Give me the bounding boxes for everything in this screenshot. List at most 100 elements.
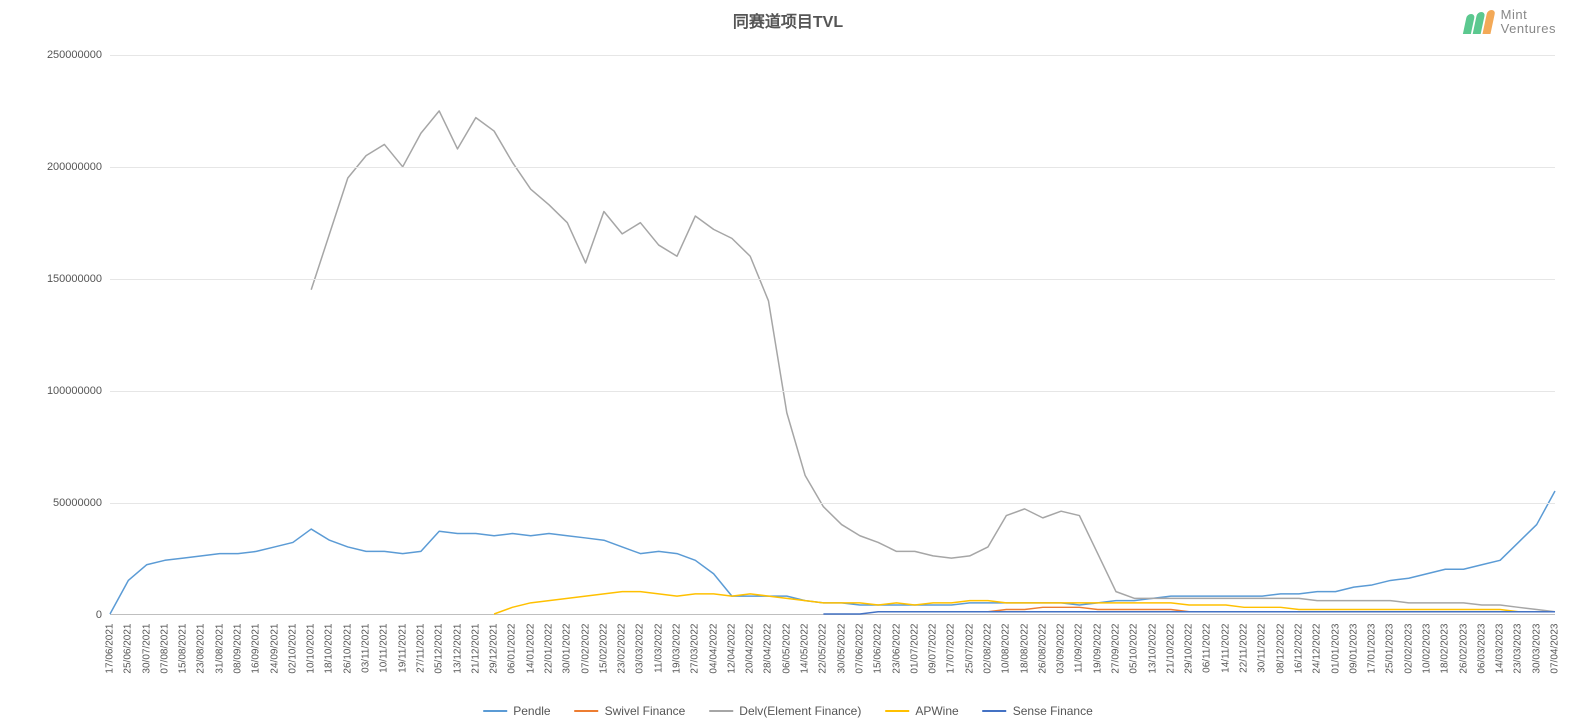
x-axis-label: 30/05/2022 — [836, 624, 847, 674]
x-axis-label: 24/12/2022 — [1312, 624, 1323, 674]
x-axis-label: 03/03/2022 — [635, 624, 646, 674]
y-axis-label: 250000000 — [47, 49, 102, 61]
legend-swatch — [983, 710, 1007, 713]
x-axis-label: 23/08/2021 — [196, 624, 207, 674]
gridline — [110, 279, 1555, 280]
x-axis-label: 18/10/2021 — [324, 624, 335, 674]
legend-item: Pendle — [483, 704, 550, 718]
x-axis-label: 20/04/2022 — [745, 624, 756, 674]
x-axis-label: 31/08/2021 — [214, 624, 225, 674]
legend-label: Swivel Finance — [605, 704, 686, 718]
x-axis-label: 10/08/2022 — [1001, 624, 1012, 674]
x-axis-label: 06/11/2022 — [1202, 624, 1213, 673]
x-axis-label: 07/08/2021 — [159, 624, 170, 674]
x-axis-label: 16/12/2022 — [1293, 624, 1304, 674]
legend-item: Sense Finance — [983, 704, 1093, 718]
x-axis-label: 09/01/2023 — [1348, 624, 1359, 674]
x-axis-label: 03/09/2022 — [1056, 624, 1067, 674]
x-axis-label: 16/09/2021 — [251, 624, 262, 674]
x-axis-label: 12/04/2022 — [726, 624, 737, 674]
gridline — [110, 55, 1555, 56]
y-axis-label: 100000000 — [47, 385, 102, 397]
x-axis-label: 02/02/2023 — [1403, 624, 1414, 674]
logo: Mint Ventures — [1465, 8, 1556, 37]
x-axis-label: 02/10/2021 — [287, 624, 298, 674]
x-axis-label: 10/10/2021 — [306, 624, 317, 674]
x-axis-label: 18/02/2023 — [1440, 624, 1451, 674]
legend-swatch — [483, 710, 507, 713]
x-axis-label: 04/04/2022 — [708, 624, 719, 674]
plot-area: 0500000001000000001500000002000000002500… — [110, 55, 1555, 615]
x-axis-label: 07/06/2022 — [854, 624, 865, 674]
x-axis-label: 24/09/2021 — [269, 624, 280, 674]
x-axis-label: 23/02/2022 — [617, 624, 628, 674]
x-axis-label: 18/08/2022 — [1019, 624, 1030, 674]
x-axis-label: 11/03/2022 — [653, 624, 664, 673]
x-axis-label: 30/03/2023 — [1531, 624, 1542, 674]
x-axis-label: 17/01/2023 — [1367, 624, 1378, 674]
gridline — [110, 391, 1555, 392]
x-axis-label: 21/10/2022 — [1165, 624, 1176, 674]
x-axis-label: 30/01/2022 — [562, 624, 573, 674]
x-axis-label: 30/07/2021 — [141, 624, 152, 674]
x-axis-label: 07/04/2023 — [1550, 624, 1561, 674]
x-axis-label: 06/05/2022 — [781, 624, 792, 674]
chart-lines-svg — [110, 55, 1555, 614]
series-line — [823, 612, 1555, 614]
x-axis-label: 27/03/2022 — [690, 624, 701, 674]
x-axis-label: 02/08/2022 — [982, 624, 993, 674]
x-axis-label: 01/07/2022 — [909, 624, 920, 674]
x-axis-label: 03/11/2021 — [361, 624, 372, 673]
legend-label: APWine — [915, 704, 958, 718]
legend-item: Swivel Finance — [575, 704, 686, 718]
x-axis-label: 14/05/2022 — [800, 624, 811, 674]
x-axis-label: 08/09/2021 — [233, 624, 244, 674]
x-axis-label: 22/05/2022 — [818, 624, 829, 674]
x-axis-label: 29/10/2022 — [1184, 624, 1195, 674]
x-axis-label: 07/02/2022 — [580, 624, 591, 674]
x-axis-label: 19/03/2022 — [672, 624, 683, 674]
x-axis-label: 14/01/2022 — [525, 624, 536, 674]
x-axis-label: 15/02/2022 — [598, 624, 609, 674]
x-axis-label: 27/11/2021 — [415, 624, 426, 673]
x-axis-label: 25/06/2021 — [123, 624, 134, 674]
gridline — [110, 503, 1555, 504]
legend-item: Delv(Element Finance) — [709, 704, 861, 718]
series-line — [110, 491, 1555, 614]
x-axis-label: 11/09/2022 — [1074, 624, 1085, 673]
legend-swatch — [885, 710, 909, 713]
logo-mark — [1465, 10, 1493, 34]
x-axis-label: 01/01/2023 — [1330, 624, 1341, 674]
legend-swatch — [575, 710, 599, 713]
y-axis-label: 0 — [96, 609, 102, 621]
x-axis-label: 17/07/2022 — [946, 624, 957, 674]
x-axis-label: 27/09/2022 — [1111, 624, 1122, 674]
x-axis-labels: 17/06/202125/06/202130/07/202107/08/2021… — [110, 618, 1555, 698]
legend-swatch — [709, 710, 733, 713]
x-axis-label: 23/03/2023 — [1513, 624, 1524, 674]
x-axis-label: 13/10/2022 — [1147, 624, 1158, 674]
x-axis-label: 08/12/2022 — [1275, 624, 1286, 674]
x-axis-label: 14/11/2022 — [1220, 624, 1231, 673]
x-axis-label: 19/09/2022 — [1092, 624, 1103, 674]
x-axis-label: 21/12/2021 — [470, 624, 481, 674]
x-axis-label: 23/06/2022 — [891, 624, 902, 674]
x-axis-label: 14/03/2023 — [1495, 624, 1506, 674]
x-axis-label: 22/11/2022 — [1239, 624, 1250, 673]
x-axis-label: 10/02/2023 — [1421, 624, 1432, 674]
x-axis-label: 17/06/2021 — [105, 624, 116, 674]
x-axis-label: 19/11/2021 — [397, 624, 408, 673]
legend-item: APWine — [885, 704, 958, 718]
y-axis-label: 200000000 — [47, 161, 102, 173]
x-axis-label: 05/12/2021 — [434, 624, 445, 674]
x-axis-label: 25/01/2023 — [1385, 624, 1396, 674]
x-axis-label: 06/01/2022 — [507, 624, 518, 674]
x-axis-label: 26/10/2021 — [342, 624, 353, 674]
x-axis-label: 10/11/2021 — [379, 624, 390, 673]
legend: Pendle Swivel Finance Delv(Element Finance… — [483, 704, 1093, 718]
legend-label: Delv(Element Finance) — [739, 704, 861, 718]
x-axis-label: 26/08/2022 — [1037, 624, 1048, 674]
x-axis-label: 28/04/2022 — [763, 624, 774, 674]
y-axis-label: 50000000 — [53, 497, 102, 509]
x-axis-label: 15/08/2021 — [178, 624, 189, 674]
